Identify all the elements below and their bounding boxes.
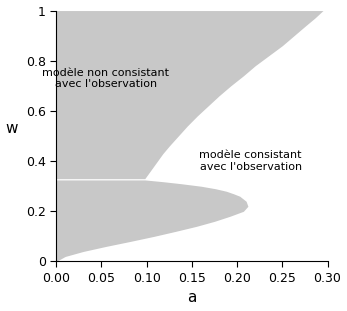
Text: modèle consistant
avec l'observation: modèle consistant avec l'observation	[200, 150, 302, 172]
Text: modèle non consistant
avec l'observation: modèle non consistant avec l'observation	[42, 67, 169, 89]
Y-axis label: w: w	[6, 121, 18, 136]
X-axis label: a: a	[187, 290, 196, 305]
